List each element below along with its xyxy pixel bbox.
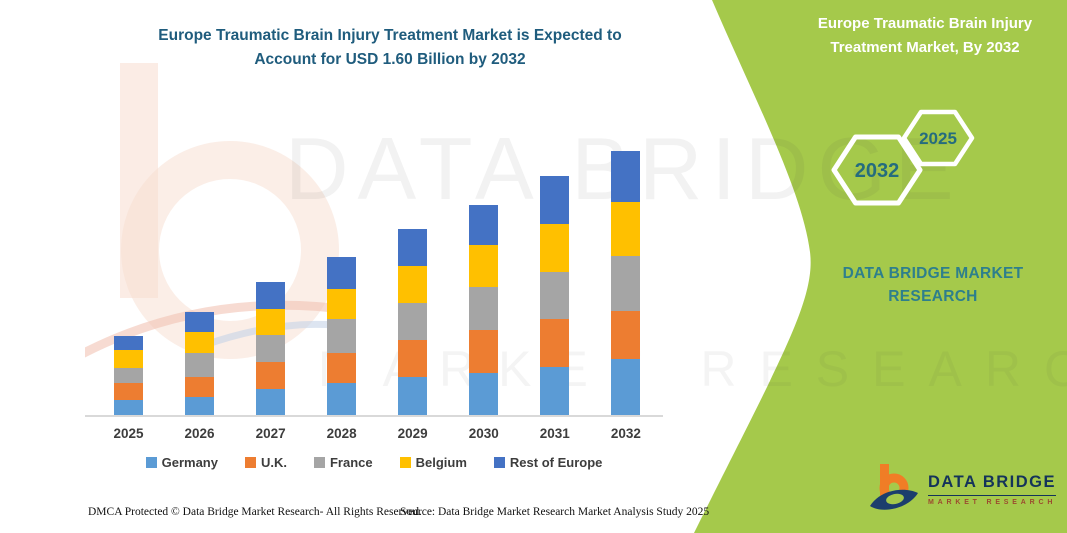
bar-segment-france-2029	[398, 302, 428, 340]
bar-segment-rest-of-europe-2030	[469, 204, 499, 245]
bar-segment-rest-of-europe-2031	[540, 175, 570, 225]
x-axis-label-2025: 2025	[113, 426, 144, 441]
bar-segment-u-k--2025	[114, 382, 143, 401]
bar-segment-germany-2029	[398, 376, 428, 416]
x-axis-label-2029: 2029	[397, 426, 428, 441]
bar-segment-belgium-2029	[398, 265, 428, 303]
bar-segment-france-2032	[611, 255, 641, 311]
watermark-logo-icon	[85, 63, 354, 359]
bar-segment-france-2028	[327, 319, 357, 354]
hexagon-2032	[831, 134, 923, 206]
footer-source-text: Source: Data Bridge Market Research Mark…	[400, 506, 710, 518]
x-axis-line	[85, 415, 663, 417]
chart-title-line1: Europe Traumatic Brain Injury Treatment …	[158, 27, 622, 44]
bar-segment-germany-2026	[185, 397, 215, 416]
bar-segment-belgium-2032	[611, 202, 641, 256]
legend-item-u-k-: U.K.	[244, 455, 287, 470]
chart-title-line2: Account for USD 1.60 Billion by 2032	[254, 51, 526, 69]
bar-segment-u-k--2030	[469, 329, 499, 373]
bar-segment-belgium-2030	[469, 244, 499, 287]
x-axis-label-2031: 2031	[539, 426, 570, 441]
bar-segment-u-k--2032	[611, 310, 641, 360]
legend-label: U.K.	[260, 455, 287, 470]
side-panel-title: Europe Traumatic Brain Injury Treatment …	[817, 15, 1033, 56]
brand-text: DATA BRIDGE MARKET RESEARCH	[828, 262, 1038, 309]
bar-segment-germany-2027	[256, 389, 286, 416]
data-bridge-logo-icon	[870, 464, 918, 510]
bar-segment-u-k--2028	[327, 353, 357, 384]
bar-segment-france-2025	[114, 367, 143, 383]
legend-swatch	[244, 457, 256, 468]
logo-subtitle: MARKET RESEARCH	[928, 498, 1057, 506]
bar-segment-france-2026	[185, 353, 215, 377]
bar-segment-france-2027	[256, 335, 286, 362]
legend: Germany U.K. France Belgium Rest of Europe	[85, 455, 663, 470]
footer-dmca-text: DMCA Protected © Data Bridge Market Rese…	[88, 506, 422, 518]
legend-swatch	[313, 457, 325, 468]
legend-swatch	[493, 457, 505, 468]
legend-item-rest-of-europe: Rest of Europe	[493, 455, 603, 470]
bar-segment-rest-of-europe-2026	[185, 311, 215, 332]
bar-segment-france-2031	[540, 272, 570, 320]
bar-segment-germany-2030	[469, 372, 499, 416]
legend-item-france: France	[313, 455, 373, 470]
chart-title: Europe Traumatic Brain Injury Treatment …	[90, 24, 690, 72]
hexagons-graphic: 2032 2025	[831, 109, 975, 206]
x-axis-label-2032: 2032	[610, 426, 641, 441]
x-axis-labels: 2025 2026 2027 2028 2029 2030 2031 2032	[85, 426, 663, 442]
x-axis-label-2030: 2030	[468, 426, 499, 441]
bar-segment-belgium-2025	[114, 350, 143, 368]
bar-segment-germany-2032	[611, 359, 641, 416]
brand-text-line2: RESEARCH	[888, 288, 978, 306]
bar-segment-germany-2031	[540, 367, 570, 416]
logo-text: DATA BRIDGE MARKET RESEARCH	[928, 473, 1057, 506]
hexagon-2032-label: 2032	[855, 160, 900, 182]
bar-segment-belgium-2031	[540, 224, 570, 273]
bar-segment-u-k--2031	[540, 319, 570, 368]
green-panel-path	[694, 0, 1067, 533]
legend-label: Rest of Europe	[509, 455, 603, 470]
legend-item-germany: Germany	[145, 455, 218, 470]
hexagon-2025	[901, 109, 975, 167]
legend-label: France	[329, 455, 373, 470]
x-axis-label-2028: 2028	[326, 426, 357, 441]
bar-segment-germany-2028	[327, 383, 357, 416]
hexagon-2025-label: 2025	[919, 129, 957, 148]
x-axis-label-2026: 2026	[184, 426, 215, 441]
bar-segment-germany-2025	[114, 400, 143, 416]
bar-segment-rest-of-europe-2027	[256, 282, 286, 310]
bar-segment-france-2030	[469, 286, 499, 330]
bar-segment-belgium-2027	[256, 309, 286, 336]
bar-segment-belgium-2026	[185, 331, 215, 354]
logo-title: DATA BRIDGE	[928, 473, 1057, 496]
legend-label: Germany	[161, 455, 218, 470]
x-axis-label-2027: 2027	[255, 426, 286, 441]
bar-segment-belgium-2028	[327, 288, 357, 320]
legend-swatch	[145, 457, 157, 468]
legend-label: Belgium	[415, 455, 467, 470]
bar-segment-u-k--2027	[256, 361, 286, 390]
bar-segment-rest-of-europe-2025	[114, 335, 143, 351]
bar-segment-rest-of-europe-2028	[327, 256, 357, 289]
plot-area	[85, 134, 663, 416]
bar-segment-u-k--2029	[398, 339, 428, 377]
bar-segment-rest-of-europe-2032	[611, 150, 641, 203]
bar-segment-u-k--2026	[185, 376, 215, 398]
bar-segment-rest-of-europe-2029	[398, 228, 428, 266]
legend-swatch	[399, 457, 411, 468]
legend-item-belgium: Belgium	[399, 455, 467, 470]
brand-text-line1: DATA BRIDGE MARKET	[842, 265, 1024, 282]
data-bridge-logo: DATA BRIDGE MARKET RESEARCH	[866, 464, 1057, 514]
